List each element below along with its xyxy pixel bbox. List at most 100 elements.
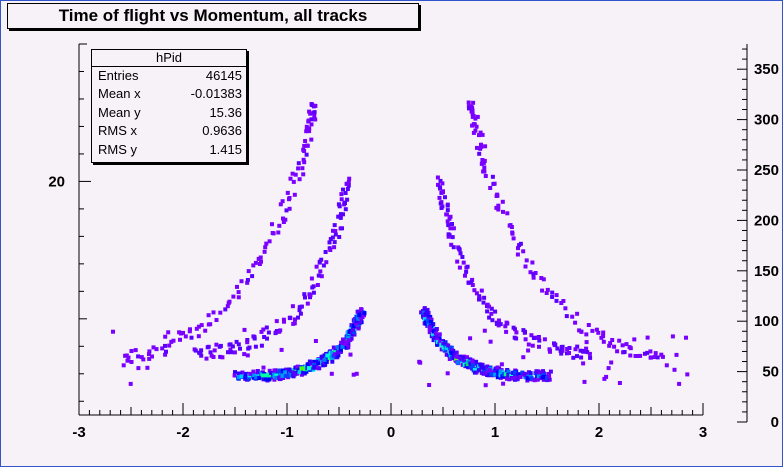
histogram-cell — [471, 114, 476, 118]
histogram-cell — [479, 288, 484, 293]
histogram-cell — [547, 374, 552, 379]
histogram-cell — [550, 290, 555, 295]
histogram-cell — [473, 116, 478, 121]
histogram-cell — [284, 208, 289, 213]
histogram-cell — [253, 344, 258, 349]
stats-row-rms-x: RMS x 0.9636 — [92, 122, 246, 140]
histogram-cell — [490, 174, 495, 179]
histogram-cell — [585, 350, 590, 355]
histogram-cell — [245, 338, 250, 342]
histogram-cell — [488, 339, 493, 344]
histogram-cell — [537, 344, 541, 349]
histogram-cell — [573, 320, 578, 325]
histogram-cell — [495, 375, 500, 380]
histogram-cell — [198, 351, 203, 356]
histogram-cell — [325, 353, 330, 358]
histogram-cell — [245, 353, 250, 358]
histogram-cell — [281, 376, 286, 380]
histogram-cell — [439, 342, 444, 347]
histogram-cell — [457, 265, 462, 270]
histogram-cell — [455, 259, 460, 264]
stats-value: -0.01383 — [190, 86, 242, 102]
histogram-cell — [129, 360, 134, 364]
histogram-cell — [564, 314, 569, 319]
histogram-cell — [476, 367, 481, 372]
histogram-cell — [150, 354, 154, 359]
histogram-cell — [575, 344, 580, 349]
histogram-cell — [571, 355, 576, 360]
histogram-cell — [610, 338, 615, 342]
histogram-cell — [535, 377, 540, 382]
histogram-cell — [264, 377, 269, 382]
histogram-cell — [532, 378, 537, 383]
histogram-cell — [526, 342, 531, 347]
histogram-cell — [632, 337, 637, 342]
histogram-cell — [327, 356, 332, 361]
histogram-cell — [511, 325, 516, 330]
histogram-cell — [468, 357, 473, 362]
histogram-cell — [473, 128, 478, 133]
histogram-cell — [304, 369, 309, 374]
histogram-cell — [498, 322, 503, 327]
histogram-cell — [307, 126, 312, 131]
histogram-cell — [469, 280, 474, 285]
histogram-cell — [468, 336, 473, 341]
histogram-cell — [299, 366, 304, 371]
histogram-cell — [227, 342, 232, 347]
histogram-cell — [307, 129, 312, 134]
histogram-cell — [331, 345, 336, 350]
histogram-cell — [251, 263, 256, 268]
histogram-cell — [218, 310, 223, 315]
histogram-cell — [547, 377, 552, 382]
histogram-cell — [333, 352, 338, 357]
histogram-cell — [351, 326, 355, 331]
histogram-cell — [563, 306, 568, 311]
histogram-cell — [445, 371, 450, 376]
histogram-cell — [489, 311, 494, 316]
histogram-cell — [470, 359, 475, 364]
x-tick-label: -1 — [280, 424, 293, 441]
stats-row-mean-y: Mean y 15.36 — [92, 104, 246, 122]
histogram-cell — [581, 361, 586, 366]
histogram-cell — [218, 343, 223, 348]
histogram-cell — [128, 381, 133, 386]
histogram-cell — [638, 353, 643, 358]
histogram-cell — [231, 294, 236, 299]
histogram-cell — [275, 329, 279, 333]
histogram-cell — [525, 376, 530, 381]
histogram-cell — [277, 329, 282, 334]
histogram-cell — [465, 362, 470, 367]
histogram-cell — [435, 342, 440, 347]
histogram-cell — [343, 340, 348, 345]
histogram-cell — [463, 273, 467, 278]
histogram-cell — [472, 288, 477, 293]
histogram-cell — [163, 334, 168, 339]
histogram-cell — [309, 122, 314, 127]
histogram-cell — [567, 351, 571, 355]
histogram-cell — [458, 354, 463, 359]
histogram-cell — [655, 355, 660, 360]
histogram-cell — [345, 187, 350, 191]
histogram-cell — [659, 352, 664, 357]
histogram-cell — [206, 344, 211, 349]
histogram-cell — [286, 374, 291, 379]
histogram-cell — [347, 330, 352, 335]
histogram-cell — [333, 232, 338, 237]
histogram-cell — [541, 377, 546, 382]
histogram-cell — [422, 307, 427, 312]
histogram-cell — [642, 351, 647, 356]
stats-key: Mean x — [98, 86, 141, 102]
histogram-cell — [267, 368, 272, 373]
stats-value: 1.415 — [209, 141, 242, 157]
stats-key: RMS x — [98, 123, 137, 139]
histogram-cell — [418, 360, 423, 365]
histogram-cell — [648, 355, 653, 360]
histogram-cell — [617, 381, 622, 385]
histogram-cell — [302, 160, 307, 165]
histogram-cell — [485, 309, 490, 314]
histogram-cell — [622, 350, 627, 354]
histogram-cell — [141, 357, 146, 362]
histogram-cell — [607, 343, 612, 348]
histogram-cell — [446, 234, 451, 239]
histogram-cell — [304, 124, 309, 129]
